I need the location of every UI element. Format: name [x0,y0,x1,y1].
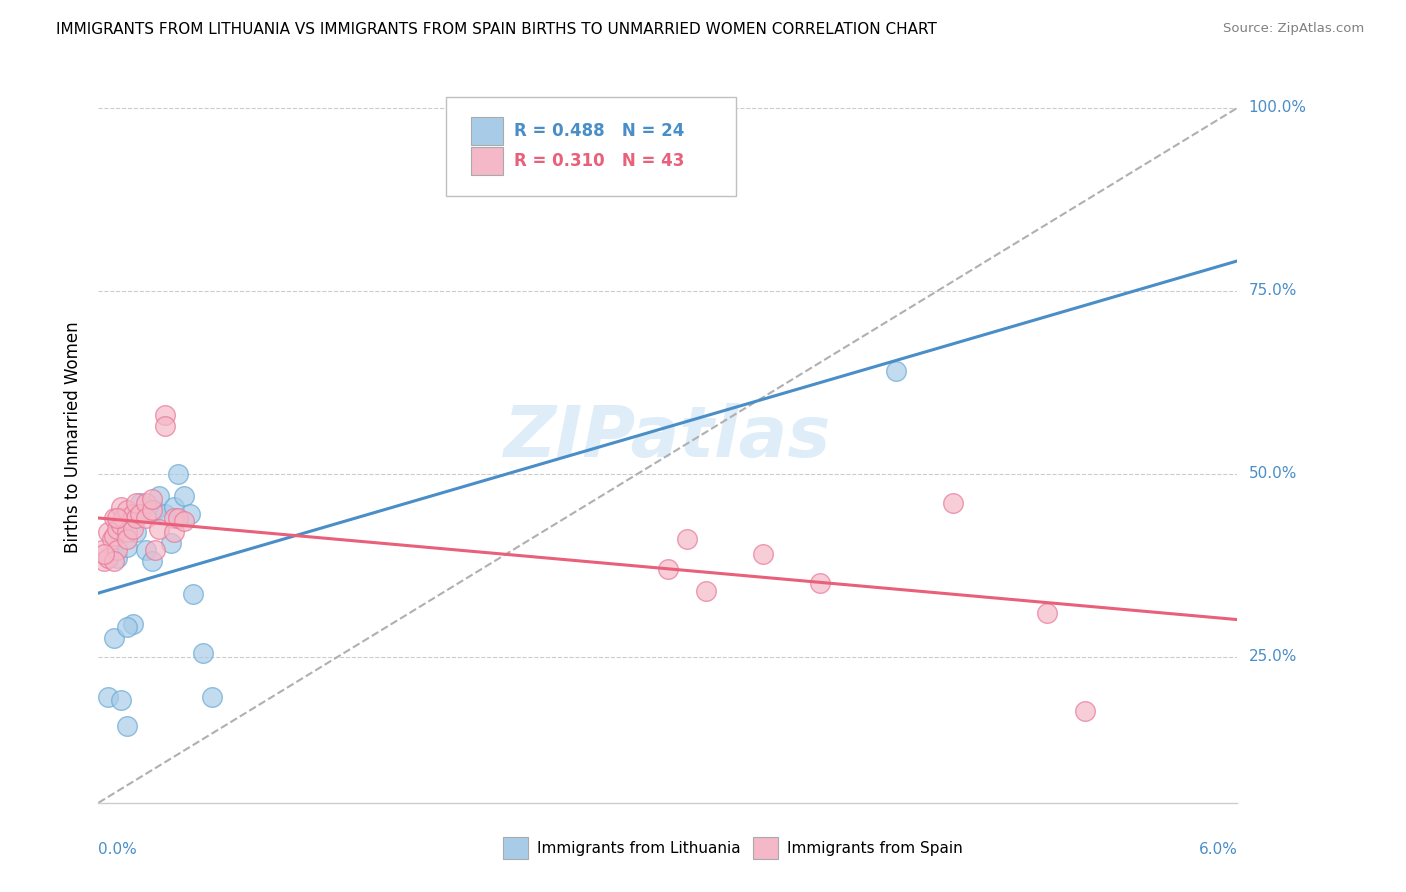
Point [100,533,122,547]
Point [115,620,138,634]
Point [110,500,132,514]
Point [201,690,224,704]
Point [110,693,132,707]
Text: 0.0%: 0.0% [98,842,138,856]
Text: Immigrants from Lithuania: Immigrants from Lithuania [537,840,741,855]
Point [153,408,176,422]
Point [163,525,186,540]
Text: 50.0%: 50.0% [1249,467,1296,481]
Text: 6.0%: 6.0% [1198,842,1237,856]
Point [97,525,120,540]
Point [808,576,831,591]
Point [107,550,129,565]
Point [1074,705,1097,719]
Point [167,510,190,524]
Point [183,587,205,601]
Point [695,583,717,598]
Bar [471,118,503,145]
Point [107,521,129,535]
Text: ZIPatlas: ZIPatlas [505,402,831,472]
Point [135,496,157,510]
Point [125,525,148,540]
Point [167,467,190,481]
Point [141,492,163,507]
Point [135,543,157,558]
Point [153,507,176,521]
Point [110,517,132,532]
Y-axis label: Births to Unmarried Women: Births to Unmarried Women [63,321,82,553]
Point [103,529,125,543]
Point [942,496,965,510]
FancyBboxPatch shape [446,97,737,195]
Point [657,562,679,576]
Text: 75.0%: 75.0% [1249,284,1296,298]
Text: Source: ZipAtlas.com: Source: ZipAtlas.com [1223,22,1364,36]
Point [121,521,143,535]
Point [97,550,120,565]
Point [752,547,775,561]
Point [191,646,214,660]
Point [115,525,138,540]
Bar [503,838,527,859]
Text: 25.0%: 25.0% [1249,649,1296,664]
Point [107,543,129,558]
Point [135,510,157,524]
Point [145,503,167,517]
Point [115,503,138,517]
Text: Immigrants from Spain: Immigrants from Spain [787,840,963,855]
Text: R = 0.488   N = 24: R = 0.488 N = 24 [515,122,685,140]
Point [145,543,167,558]
Text: 100.0%: 100.0% [1249,101,1306,115]
Point [148,521,170,535]
Point [91,543,114,558]
Bar [471,147,503,175]
Point [115,540,138,554]
Point [159,536,181,550]
Point [141,554,163,568]
Point [125,510,148,524]
Point [112,510,135,524]
Point [115,719,138,733]
Point [153,419,176,434]
Point [93,554,115,568]
Point [103,554,125,568]
Point [125,496,148,510]
Point [121,616,143,631]
Point [163,510,186,524]
Text: IMMIGRANTS FROM LITHUANIA VS IMMIGRANTS FROM SPAIN BIRTHS TO UNMARRIED WOMEN COR: IMMIGRANTS FROM LITHUANIA VS IMMIGRANTS … [56,22,938,37]
Text: R = 0.310   N = 43: R = 0.310 N = 43 [515,153,685,170]
Point [103,632,125,646]
Point [93,547,115,561]
Point [884,364,907,378]
Point [163,500,186,514]
Point [103,510,125,524]
Point [129,507,152,521]
Point [179,507,201,521]
Point [173,489,195,503]
Point [173,514,195,528]
Bar [754,838,779,859]
Point [97,690,120,704]
Point [148,489,170,503]
Point [676,533,699,547]
Point [141,503,163,517]
Point [121,507,143,521]
Point [1036,606,1059,620]
Point [129,496,152,510]
Point [115,533,138,547]
Point [107,510,129,524]
